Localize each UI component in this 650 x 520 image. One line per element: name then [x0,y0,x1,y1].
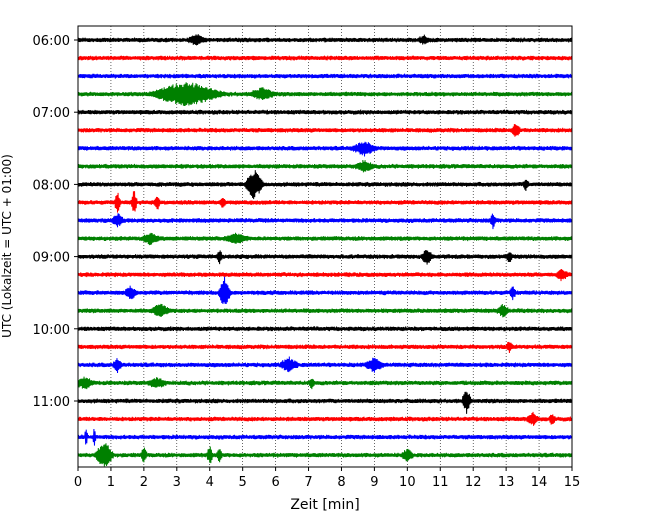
y-tick-label-11:00: 11:00 [33,395,70,410]
x-tick-label-10: 10 [399,475,416,490]
trace-row-07:30 [77,141,573,157]
trace-row-11:00 [77,391,573,414]
trace-row-08:00 [77,170,573,200]
trace-row-07:45 [77,160,573,173]
x-tick-label-2: 2 [140,475,148,490]
y-tick-label-10:00: 10:00 [33,323,70,338]
x-tick-label-7: 7 [304,475,312,490]
trace-row-06:45 [77,82,573,107]
x-tick-label-8: 8 [337,475,345,490]
x-tick-label-9: 9 [370,475,378,490]
x-tick-label-13: 13 [498,475,515,490]
x-axis-ticks: 0 1 2 3 4 5 6 7 8 9 10 11 12 13 14 15 [74,467,580,490]
trace-row-08:15 [77,191,573,213]
x-tick-label-5: 5 [239,475,247,490]
trace-row-10:30 [77,356,573,373]
trace-row-10:00 [77,326,573,332]
trace-row-06:15 [77,55,573,61]
x-tick-label-4: 4 [206,475,214,490]
x-tick-label-6: 6 [271,475,279,490]
x-tick-label-1: 1 [107,475,115,490]
trace-row-11:15 [77,411,573,426]
y-tick-label-09:00: 09:00 [33,251,70,266]
trace-row-09:00 [77,250,573,265]
x-tick-label-11: 11 [432,475,449,490]
trace-row-10:45 [77,376,573,390]
trace-row-07:00 [77,109,573,115]
x-tick-label-12: 12 [465,475,482,490]
trace-row-09:30 [77,276,573,305]
trace-row-09:45 [77,303,573,318]
trace-row-06:00 [77,34,573,46]
y-tick-label-07:00: 07:00 [33,106,70,121]
seismic-traces [77,34,573,467]
trace-row-09:15 [77,269,573,282]
x-tick-label-0: 0 [74,475,82,490]
trace-row-11:30 [77,428,573,446]
x-tick-label-15: 15 [564,475,581,490]
trace-row-08:30 [77,213,573,230]
y-tick-label-08:00: 08:00 [33,178,70,193]
trace-row-06:30 [77,73,573,79]
y-tick-label-06:00: 06:00 [33,34,70,49]
x-tick-label-3: 3 [173,475,181,490]
x-axis-label: Zeit [min] [290,497,359,513]
y-axis-label: UTC (Lokalzeit = UTC + 01:00) [0,154,14,338]
trace-row-11:45 [77,443,573,467]
y-axis-ticks: 06:00 07:00 08:00 09:00 10:00 11:00 [33,34,78,410]
trace-row-10:15 [77,341,573,353]
x-tick-label-14: 14 [531,475,548,490]
plot-frame [77,25,573,468]
trace-row-07:15 [77,123,573,137]
trace-row-08:45 [77,232,573,246]
